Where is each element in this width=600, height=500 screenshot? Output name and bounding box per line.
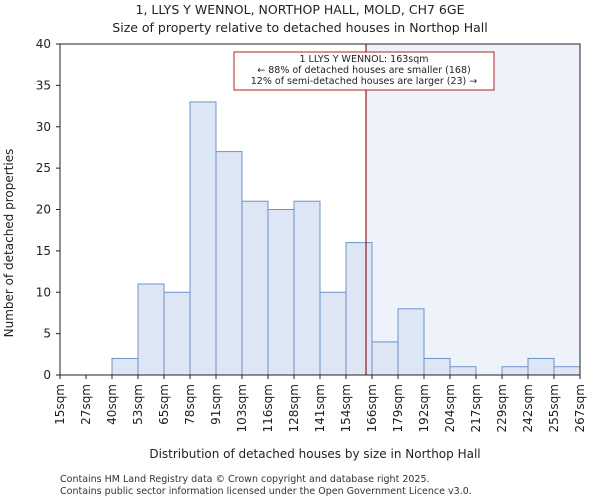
bar bbox=[215, 151, 243, 376]
y-tick-label: 30 bbox=[36, 120, 51, 134]
x-tick-label: 78sqm bbox=[183, 384, 197, 425]
bar bbox=[501, 366, 529, 376]
y-tick-label: 15 bbox=[36, 244, 51, 258]
x-tick-label: 128sqm bbox=[287, 384, 301, 432]
x-tick-label: 103sqm bbox=[235, 384, 249, 432]
y-tick-label: 20 bbox=[36, 203, 51, 217]
footer-line-1: Contains HM Land Registry data © Crown c… bbox=[60, 474, 430, 485]
bar bbox=[553, 366, 581, 376]
y-tick-label: 10 bbox=[36, 285, 51, 299]
annotation-box: 1 LLYS Y WENNOL: 163sqm ← 88% of detache… bbox=[233, 51, 495, 91]
bar bbox=[397, 308, 425, 376]
bar bbox=[241, 200, 269, 376]
x-tick-label: 141sqm bbox=[313, 384, 327, 432]
bar bbox=[137, 283, 165, 376]
annotation-line-1: 1 LLYS Y WENNOL: 163sqm bbox=[299, 54, 428, 65]
x-tick-label: 192sqm bbox=[417, 384, 431, 432]
bar bbox=[371, 341, 399, 376]
x-tick-label: 267sqm bbox=[573, 384, 587, 432]
x-tick-label: 116sqm bbox=[261, 384, 275, 432]
x-tick-label: 40sqm bbox=[105, 384, 119, 425]
bar bbox=[449, 366, 477, 376]
bar bbox=[345, 242, 373, 376]
annotation-border bbox=[233, 51, 495, 91]
bar bbox=[423, 357, 451, 376]
y-tick-label: 25 bbox=[36, 161, 51, 175]
x-tick-label: 255sqm bbox=[547, 384, 561, 432]
x-tick-label: 154sqm bbox=[339, 384, 353, 432]
bar bbox=[527, 357, 555, 376]
bar bbox=[267, 209, 295, 376]
x-tick-label: 91sqm bbox=[209, 384, 223, 425]
bar bbox=[319, 291, 347, 376]
bars bbox=[111, 101, 581, 376]
y-ticks: 0 5 10 15 20 25 30 35 40 bbox=[36, 37, 60, 382]
x-ticks: 15sqm 27sqm 40sqm 53sqm 65sqm 78sqm 91sqm 103sq… bbox=[53, 375, 587, 432]
x-tick-label: 204sqm bbox=[443, 384, 457, 432]
y-tick-label: 5 bbox=[43, 327, 51, 341]
annotation-line-3: 12% of semi-detached houses are larger (… bbox=[251, 76, 478, 87]
x-tick-label: 166sqm bbox=[365, 384, 379, 432]
x-tick-label: 27sqm bbox=[79, 384, 93, 425]
x-tick-label: 229sqm bbox=[495, 384, 509, 432]
chart-title: 1, LLYS Y WENNOL, NORTHOP HALL, MOLD, CH… bbox=[136, 2, 465, 17]
bar bbox=[111, 357, 139, 376]
x-tick-label: 53sqm bbox=[131, 384, 145, 425]
bar bbox=[163, 291, 191, 376]
y-tick-label: 40 bbox=[36, 37, 51, 51]
x-tick-label: 179sqm bbox=[391, 384, 405, 432]
x-tick-label: 65sqm bbox=[157, 384, 171, 425]
x-axis-label: Distribution of detached houses by size … bbox=[149, 447, 480, 461]
bar bbox=[189, 101, 217, 376]
x-tick-label: 217sqm bbox=[469, 384, 483, 432]
y-tick-label: 35 bbox=[36, 78, 51, 92]
y-tick-label: 0 bbox=[43, 368, 51, 382]
x-tick-label: 15sqm bbox=[53, 384, 67, 425]
y-axis-label: Number of detached properties bbox=[2, 149, 16, 338]
chart-subtitle: Size of property relative to detached ho… bbox=[112, 20, 487, 35]
footer-line-2: Contains public sector information licen… bbox=[60, 486, 472, 497]
x-tick-label: 242sqm bbox=[521, 384, 535, 432]
annotation-line-2: ← 88% of detached houses are smaller (16… bbox=[257, 65, 470, 76]
bar bbox=[293, 200, 321, 376]
